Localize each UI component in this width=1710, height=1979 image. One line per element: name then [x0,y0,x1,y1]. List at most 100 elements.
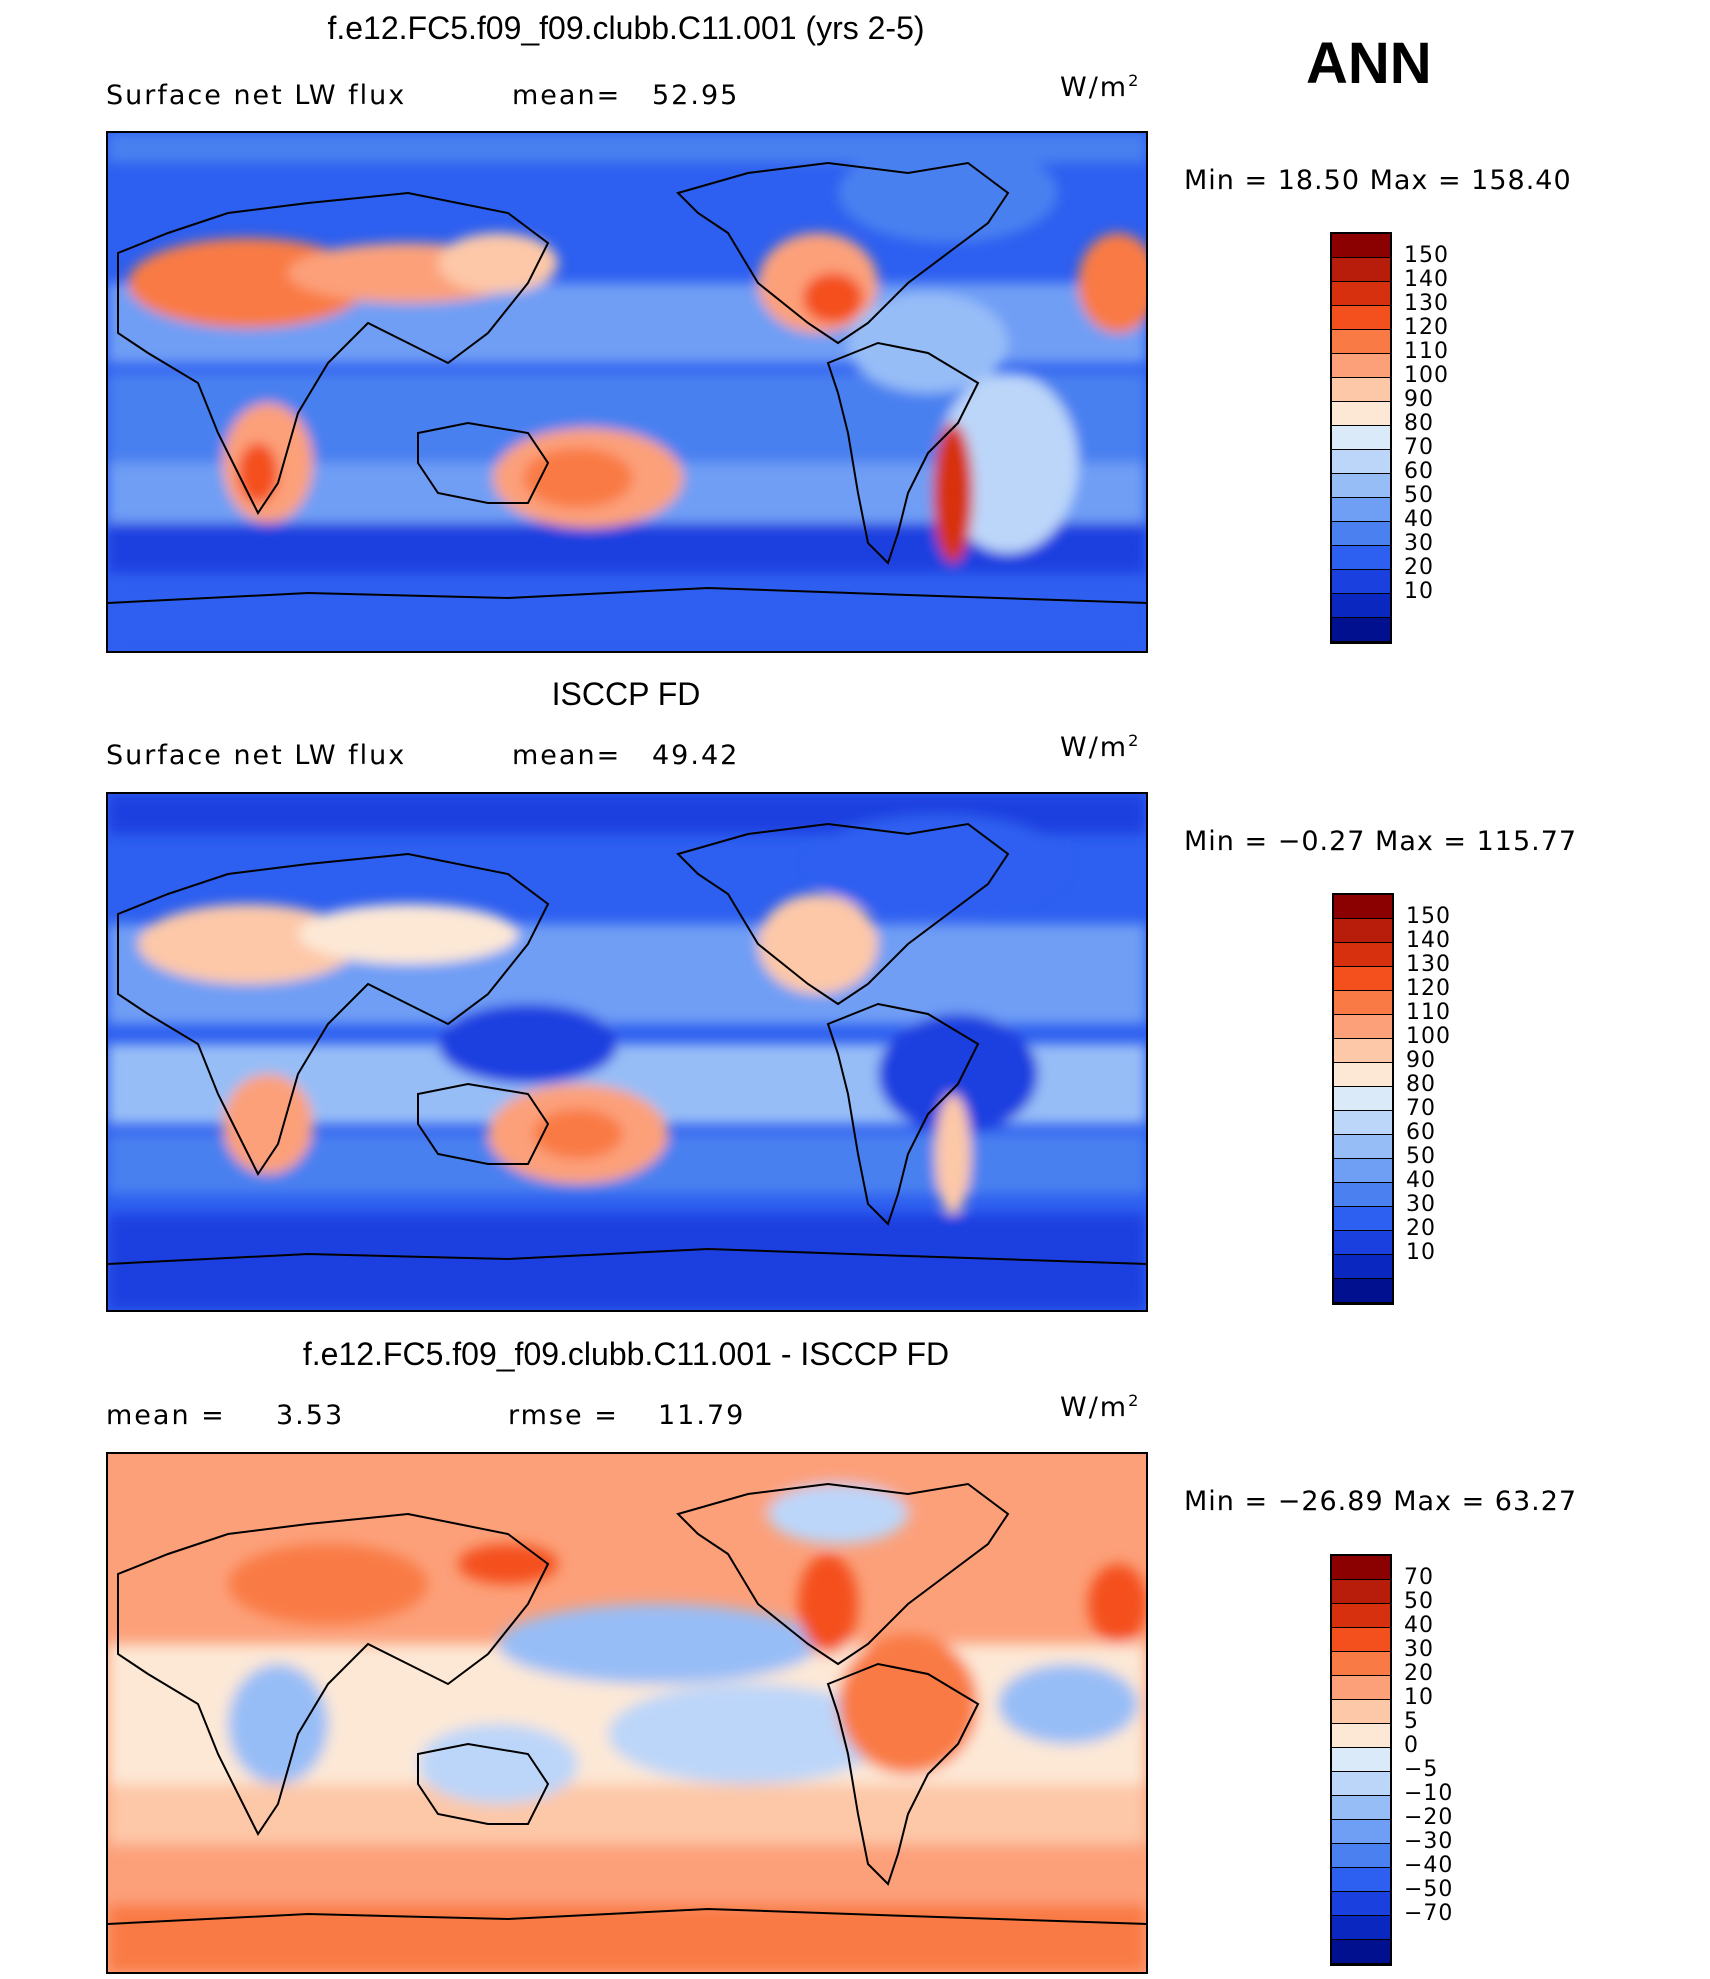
colorbar-swatch [1332,1844,1390,1868]
colorbar-swatch [1334,1231,1392,1255]
season-label: ANN [1306,31,1432,96]
colorbar-swatch [1332,450,1390,474]
colorbar-tick-label: 130 [1404,291,1449,316]
colorbar-swatch [1334,895,1392,919]
colorbar-swatch [1332,1796,1390,1820]
panel-model-map [106,131,1148,653]
panel-obs-mean-label: mean= [512,740,622,771]
colorbar-swatch [1332,306,1390,330]
colorbar-swatch [1332,1676,1390,1700]
colorbar-swatch [1332,1772,1390,1796]
colorbar-tick-label: 70 [1406,1096,1436,1121]
colorbar-tick-label: 130 [1406,952,1451,977]
colorbar-tick-label: 10 [1404,1685,1434,1710]
panel-model-title: f.e12.FC5.f09_f09.clubb.C11.001 (yrs 2-5… [327,10,925,46]
colorbar-tick-label: 30 [1404,1637,1434,1662]
colorbar-swatch [1332,546,1390,570]
colorbar-swatch [1332,1940,1390,1964]
colorbar-tick-label: −50 [1404,1877,1454,1902]
panel-obs-mean-value: 49.42 [652,740,740,771]
colorbar-tick-label: 120 [1406,976,1451,1001]
colorbar-swatch [1334,1183,1392,1207]
panel-diff-units: W/m2 [1060,1391,1141,1423]
colorbar-swatch [1332,1604,1390,1628]
colorbar-tick-label: 0 [1404,1733,1419,1758]
colorbar-tick-label: 80 [1406,1072,1436,1097]
colorbar-swatch [1332,1580,1390,1604]
colorbar-swatch [1334,967,1392,991]
panel-obs-colorbar [1332,893,1394,1305]
panel-diff-title: f.e12.FC5.f09_f09.clubb.C11.001 - ISCCP … [302,1336,950,1372]
colorbar-swatch [1332,474,1390,498]
colorbar-swatch [1332,1724,1390,1748]
colorbar-tick-label: 20 [1404,555,1434,580]
colorbar-tick-label: 80 [1404,411,1434,436]
panel-obs-title: ISCCP FD [551,676,701,712]
panel-diff-rmse-label: rmse = [508,1400,619,1431]
colorbar-tick-label: 60 [1406,1120,1436,1145]
colorbar-tick-label: −30 [1404,1829,1454,1854]
colorbar-swatch [1334,1255,1392,1279]
panel-diff-map-field [108,1454,1146,1972]
colorbar-swatch [1334,1135,1392,1159]
colorbar-swatch [1332,1892,1390,1916]
colorbar-swatch [1334,1087,1392,1111]
colorbar-tick-label: 120 [1404,315,1449,340]
colorbar-swatch [1332,1556,1390,1580]
colorbar-swatch [1332,330,1390,354]
colorbar-tick-label: 50 [1406,1144,1436,1169]
panel-diff-mean-value: 3.53 [276,1400,345,1431]
colorbar-tick-label: 20 [1406,1216,1436,1241]
panel-diff-map [106,1452,1148,1974]
panel-diff-minmax: Min = −26.89 Max = 63.27 [1184,1486,1578,1517]
colorbar-swatch [1332,1652,1390,1676]
colorbar-tick-label: 70 [1404,1565,1434,1590]
colorbar-swatch [1334,991,1392,1015]
colorbar-tick-label: 10 [1404,579,1434,604]
colorbar-tick-label: 100 [1404,363,1449,388]
colorbar-swatch [1334,1111,1392,1135]
colorbar-tick-label: 5 [1404,1709,1419,1734]
panel-diff-colorbar [1330,1554,1392,1966]
colorbar-tick-label: 150 [1404,243,1449,268]
colorbar-tick-label: 90 [1406,1048,1436,1073]
colorbar-swatch [1332,234,1390,258]
colorbar-tick-label: −20 [1404,1805,1454,1830]
panel-model-minmax: Min = 18.50 Max = 158.40 [1184,165,1572,196]
colorbar-tick-label: 60 [1404,459,1434,484]
colorbar-tick-label: 140 [1404,267,1449,292]
panel-model-variable-label: Surface net LW flux [106,80,407,111]
colorbar-swatch [1332,594,1390,618]
colorbar-tick-label: 70 [1404,435,1434,460]
colorbar-swatch [1332,570,1390,594]
colorbar-swatch [1334,1279,1392,1303]
panel-obs-minmax: Min = −0.27 Max = 115.77 [1184,826,1578,857]
colorbar-swatch [1332,426,1390,450]
colorbar-swatch [1332,1700,1390,1724]
panel-obs-units: W/m2 [1060,731,1141,763]
panel-obs-map-field [108,794,1146,1310]
colorbar-swatch [1334,1207,1392,1231]
panel-diff-rmse-value: 11.79 [658,1400,746,1431]
colorbar-tick-label: 50 [1404,1589,1434,1614]
colorbar-swatch [1334,1039,1392,1063]
panel-model-colorbar [1330,232,1392,644]
colorbar-tick-label: 30 [1404,531,1434,556]
colorbar-swatch [1334,1015,1392,1039]
colorbar-swatch [1332,354,1390,378]
colorbar-tick-label: 20 [1404,1661,1434,1686]
colorbar-tick-label: −10 [1404,1781,1454,1806]
panel-model-map-field [108,133,1146,651]
colorbar-tick-label: 30 [1406,1192,1436,1217]
colorbar-swatch [1332,522,1390,546]
colorbar-swatch [1332,618,1390,642]
colorbar-tick-label: 40 [1404,507,1434,532]
colorbar-tick-label: 110 [1404,339,1449,364]
panel-obs-map [106,792,1148,1312]
colorbar-swatch [1334,1159,1392,1183]
panel-model-units: W/m2 [1060,71,1141,103]
colorbar-tick-label: 150 [1406,904,1451,929]
colorbar-swatch [1332,258,1390,282]
colorbar-tick-label: −40 [1404,1853,1454,1878]
colorbar-swatch [1332,1820,1390,1844]
